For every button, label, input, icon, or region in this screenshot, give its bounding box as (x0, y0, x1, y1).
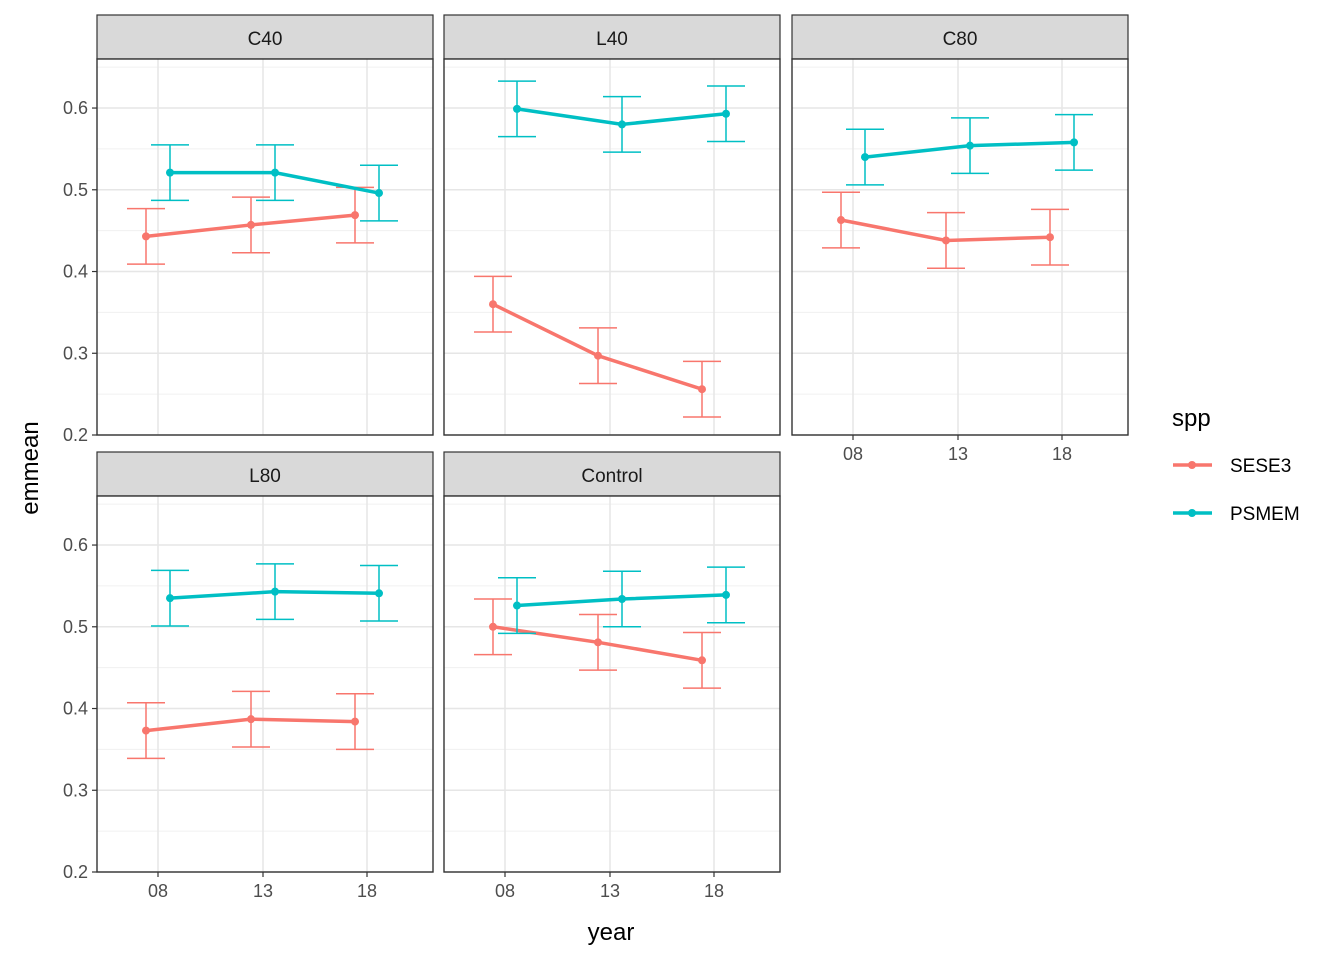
strip-l40 (443, 14, 781, 60)
data-point (722, 590, 730, 599)
strip-label: Control (581, 466, 642, 487)
series-sese3 (474, 275, 721, 418)
y-tick-label: 0.2 (63, 862, 88, 882)
y-tick-label: 0.6 (63, 98, 88, 118)
strip-label: C80 (943, 29, 978, 50)
y-tick-label: 0.5 (63, 180, 88, 200)
data-point (142, 232, 150, 241)
x-tick-label: 18 (357, 881, 377, 901)
y-tick-label: 0.5 (63, 617, 88, 637)
y-axis-title: emmean (17, 421, 44, 514)
x-tick-label: 08 (843, 444, 863, 464)
strip-label: C40 (248, 29, 283, 50)
data-point (618, 120, 626, 129)
x-tick-label: 18 (1052, 444, 1072, 464)
strip-l80 (96, 451, 434, 497)
panel-l40: L40 (443, 14, 781, 436)
data-point (271, 587, 279, 596)
data-point (1070, 138, 1078, 147)
legend-title: spp (1172, 405, 1211, 432)
data-point (489, 622, 497, 631)
panel-border (96, 58, 434, 436)
series-sese3 (474, 598, 721, 689)
panel-border (443, 495, 781, 873)
x-axis-title: year (588, 919, 635, 946)
data-point (698, 656, 706, 665)
data-point (247, 715, 255, 724)
data-point (166, 594, 174, 603)
series-psmem (151, 563, 398, 627)
legend-entry-sese3: SESE3 (1173, 456, 1291, 477)
series-psmem (846, 113, 1093, 186)
series-psmem (498, 566, 745, 635)
data-point (271, 168, 279, 177)
data-point (837, 216, 845, 225)
data-point (513, 104, 521, 113)
data-point (722, 109, 730, 118)
panels-layer: C40 0.2 0.3 0.4 0.5 0.6 L40 C80 08 13 18 L80 0.2 0.3 0… (63, 14, 1129, 901)
panel-l80: L80 0.2 0.3 0.4 0.5 0.6 08 13 18 (63, 451, 434, 901)
series-psmem (498, 80, 745, 153)
data-point (1046, 233, 1054, 242)
y-tick-label: 0.6 (63, 535, 88, 555)
data-point (351, 211, 359, 220)
panel-border (791, 58, 1129, 436)
plot-background (97, 496, 433, 872)
x-tick-label: 08 (148, 881, 168, 901)
data-point (142, 726, 150, 735)
series-psmem (151, 144, 398, 222)
data-point (489, 300, 497, 309)
data-point (513, 601, 521, 610)
data-point (247, 220, 255, 229)
legend-label: PSMEM (1230, 504, 1300, 525)
x-tick-label: 13 (600, 881, 620, 901)
plot-background (444, 496, 780, 872)
panel-c80: C80 08 13 18 (791, 14, 1129, 464)
data-point (942, 236, 950, 245)
y-tick-label: 0.4 (63, 699, 88, 719)
y-tick-label: 0.3 (63, 780, 88, 800)
plot-background (97, 59, 433, 435)
data-point (966, 141, 974, 150)
data-point (166, 168, 174, 177)
x-tick-label: 13 (948, 444, 968, 464)
panel-control: Control 08 13 18 (443, 451, 781, 901)
x-tick-label: 18 (704, 881, 724, 901)
panel-border (96, 495, 434, 873)
strip-label: L80 (249, 466, 281, 487)
strip-label: L40 (596, 29, 628, 50)
data-point (375, 189, 383, 198)
data-point (351, 717, 359, 726)
legend: spp SESE3 PSMEM (1172, 405, 1300, 525)
data-point (861, 153, 869, 162)
x-tick-label: 13 (253, 881, 273, 901)
series-sese3 (822, 191, 1069, 270)
series-sese3 (127, 690, 374, 760)
legend-key-point (1188, 461, 1196, 469)
data-point (594, 351, 602, 360)
data-point (594, 638, 602, 647)
y-tick-label: 0.2 (63, 425, 88, 445)
data-point (698, 385, 706, 394)
legend-entry-psmem: PSMEM (1173, 504, 1300, 525)
strip-c40 (96, 14, 434, 60)
strip-control (443, 451, 781, 497)
legend-key-point (1188, 509, 1196, 517)
y-tick-label: 0.4 (63, 262, 88, 282)
y-tick-label: 0.3 (63, 343, 88, 363)
legend-label: SESE3 (1230, 456, 1291, 477)
data-point (618, 594, 626, 603)
x-tick-label: 08 (495, 881, 515, 901)
panel-c40: C40 0.2 0.3 0.4 0.5 0.6 (63, 14, 434, 445)
plot-background (792, 59, 1128, 435)
panel-border (443, 58, 781, 436)
data-point (375, 589, 383, 598)
